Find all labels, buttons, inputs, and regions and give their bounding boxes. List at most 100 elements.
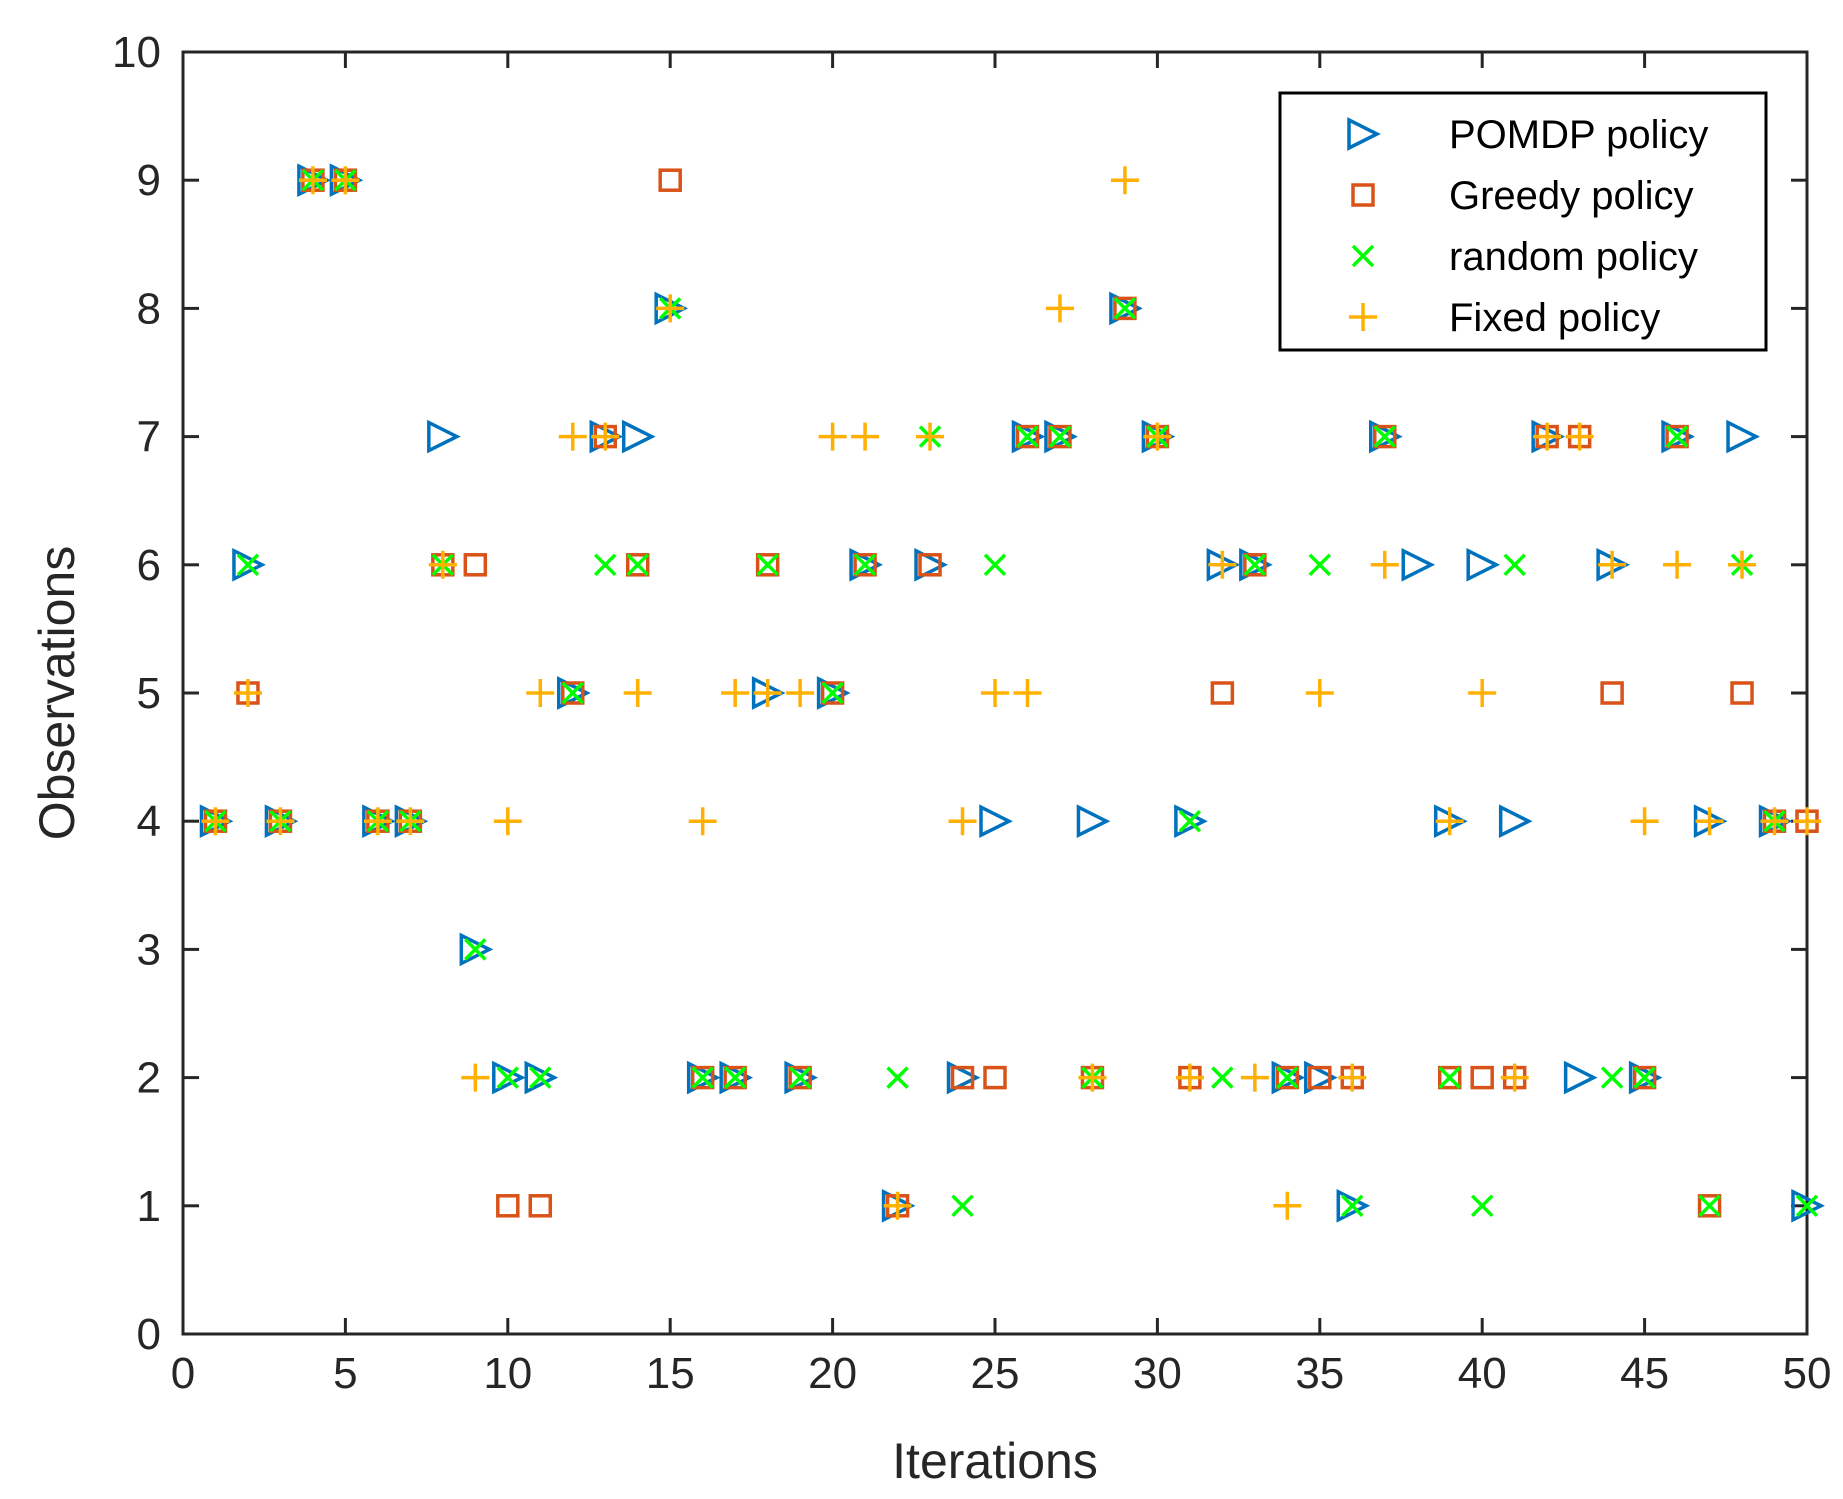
fixed-policy-point bbox=[1663, 550, 1692, 579]
greedy-policy-point bbox=[496, 1194, 520, 1218]
fixed-policy-point bbox=[1760, 807, 1789, 836]
random-policy-point bbox=[1341, 1194, 1364, 1218]
greedy-policy-point bbox=[1437, 1065, 1462, 1090]
fixed-policy-point bbox=[1598, 550, 1627, 579]
fixed-policy-point bbox=[1013, 679, 1042, 707]
random-policy-point bbox=[1665, 425, 1689, 448]
fixed-policy-point bbox=[1500, 1063, 1529, 1092]
greedy-policy-point bbox=[463, 553, 488, 577]
random-policy-point bbox=[236, 553, 260, 577]
greedy-policy-point bbox=[788, 1065, 812, 1090]
greedy-policy-point bbox=[1308, 1065, 1332, 1090]
pomdp-policy-point bbox=[1109, 291, 1143, 326]
fixed-policy-point bbox=[786, 679, 815, 707]
greedy-policy-point bbox=[528, 1194, 553, 1218]
fixed-policy-point bbox=[656, 294, 685, 323]
random-policy-point bbox=[1698, 1194, 1721, 1218]
random-policy-point bbox=[951, 1194, 974, 1218]
fixed-policy-point bbox=[233, 679, 262, 707]
fixed-policy-point bbox=[981, 679, 1009, 707]
legend-marker-pomdp-policy bbox=[1347, 117, 1381, 151]
fixed-policy-point bbox=[753, 679, 782, 707]
random-policy-point bbox=[853, 553, 877, 577]
pomdp-policy-point bbox=[719, 1060, 754, 1095]
y-tick-label: 4 bbox=[137, 797, 161, 846]
greedy-policy-point bbox=[561, 681, 585, 705]
fixed-policy-point bbox=[1273, 1191, 1302, 1220]
random-policy-point bbox=[723, 1066, 747, 1089]
fixed-policy-point bbox=[916, 422, 945, 451]
greedy-policy-point bbox=[690, 1065, 715, 1090]
pomdp-policy-point bbox=[1466, 547, 1501, 582]
random-policy-point bbox=[1243, 553, 1267, 577]
greedy-policy-point bbox=[1210, 681, 1235, 705]
fixed-policy-point bbox=[363, 807, 392, 836]
pomdp-policy-point bbox=[427, 419, 461, 454]
y-tick-label: 7 bbox=[137, 413, 161, 462]
fixed-policy-point bbox=[526, 679, 555, 707]
greedy-policy-point bbox=[625, 553, 650, 577]
random-policy-point bbox=[1438, 1066, 1461, 1089]
pomdp-policy-point bbox=[849, 547, 883, 582]
greedy-policy-point bbox=[1665, 424, 1689, 449]
x-tick-label: 5 bbox=[333, 1349, 357, 1398]
pomdp-policy-point bbox=[1239, 547, 1273, 582]
fixed-policy-point bbox=[1370, 550, 1399, 579]
x-tick-label: 25 bbox=[971, 1349, 1020, 1398]
fixed-policy-point bbox=[688, 807, 717, 836]
greedy-policy-point bbox=[1373, 424, 1397, 449]
fixed-policy-point bbox=[396, 807, 425, 836]
fixed-policy-point bbox=[298, 166, 327, 195]
legend-label-greedy-policy: Greedy policy bbox=[1449, 174, 1694, 218]
x-tick-label: 50 bbox=[1783, 1349, 1832, 1398]
greedy-policy-point bbox=[983, 1065, 1007, 1090]
greedy-policy-point bbox=[658, 168, 682, 192]
fixed-policy-point bbox=[1305, 679, 1334, 707]
fixed-policy-point bbox=[883, 1191, 912, 1220]
fixed-policy-point bbox=[1240, 1063, 1269, 1092]
fixed-policy-point bbox=[1208, 550, 1237, 579]
random-policy-point bbox=[1633, 1066, 1656, 1089]
x-tick-label: 30 bbox=[1133, 1349, 1182, 1398]
y-tick-label: 10 bbox=[112, 28, 161, 77]
y-tick-label: 3 bbox=[137, 925, 161, 974]
greedy-policy-point bbox=[853, 553, 877, 577]
fixed-policy-point bbox=[1045, 294, 1074, 323]
fixed-policy-point bbox=[1175, 1063, 1204, 1092]
legend-label-random-policy: random policy bbox=[1449, 235, 1698, 279]
fixed-policy-point bbox=[1435, 807, 1464, 836]
random-policy-point bbox=[1113, 297, 1137, 320]
random-policy-point bbox=[1503, 553, 1526, 577]
pomdp-policy-point bbox=[1628, 1060, 1663, 1095]
pomdp-policy-point bbox=[1563, 1060, 1598, 1095]
greedy-policy-point bbox=[1113, 296, 1137, 321]
fixed-policy-point bbox=[591, 422, 620, 451]
fixed-policy-point bbox=[266, 807, 295, 836]
fixed-policy-point bbox=[721, 679, 750, 707]
greedy-policy-point bbox=[1470, 1065, 1494, 1090]
pomdp-policy-point bbox=[1044, 419, 1078, 454]
pomdp-policy-point bbox=[1726, 419, 1760, 454]
pomdp-policy-point bbox=[1401, 547, 1436, 582]
fixed-policy-point bbox=[818, 422, 847, 451]
greedy-policy-point bbox=[1015, 424, 1040, 449]
pomdp-policy-point bbox=[1076, 804, 1111, 839]
fixed-policy-point bbox=[428, 550, 457, 579]
random-policy-point bbox=[1048, 425, 1072, 448]
pomdp-policy-point bbox=[1369, 419, 1403, 454]
legend-box bbox=[1278, 91, 1768, 352]
data-markers bbox=[199, 163, 1825, 1223]
fixed-policy-point bbox=[948, 807, 977, 836]
fixed-policy-point bbox=[1338, 1063, 1367, 1092]
pomdp-policy-point bbox=[1174, 804, 1208, 839]
greedy-policy-point bbox=[1048, 424, 1072, 449]
pomdp-policy-point bbox=[946, 1060, 981, 1095]
pomdp-policy-point bbox=[621, 419, 656, 454]
y-axis-label: Observations bbox=[29, 546, 85, 841]
pomdp-policy-point bbox=[686, 1060, 721, 1095]
random-policy-point bbox=[788, 1066, 812, 1089]
random-policy-point bbox=[1211, 1066, 1234, 1089]
random-policy-point bbox=[1373, 425, 1396, 448]
y-tick-label: 0 bbox=[137, 1310, 161, 1359]
